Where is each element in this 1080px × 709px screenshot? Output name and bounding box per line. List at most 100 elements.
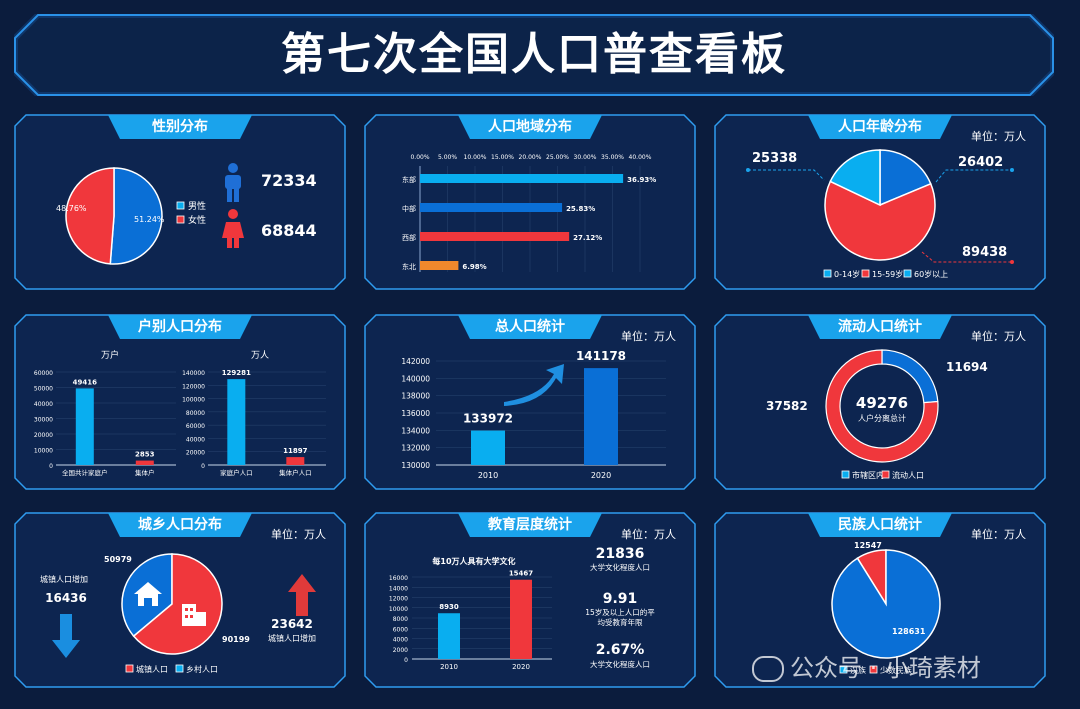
floating-center-value: 49276 <box>856 394 908 412</box>
region-value-label: 6.98% <box>462 263 486 271</box>
male-legend-swatch <box>176 201 185 210</box>
household-tick-label: 60000 <box>34 370 53 377</box>
household-tick-label: 10000 <box>34 448 53 455</box>
region-chart: 0.00% 5.00% 10.00% 15.00% 20.00% 25.00% 30.00%… <box>402 154 656 272</box>
region-value-label: 25.83% <box>566 205 595 213</box>
education-tick-label: 2000 <box>393 647 408 654</box>
left-change-label: 城镇人口增加 <box>40 574 88 584</box>
region-value-label: 27.12% <box>573 234 602 242</box>
education-tick-label: 10000 <box>389 606 408 613</box>
household-panel: 户别人口分布 万户 60000 50000 40000 30000 20000 10000 0… <box>14 314 346 490</box>
household-tick-label: 50000 <box>34 386 53 393</box>
urban-value: 90199 <box>222 635 250 644</box>
minority-value: 12547 <box>854 541 882 550</box>
household-category-label: 全国共计家庭户 <box>62 468 108 477</box>
education-stat-label: 均受教育年限 <box>598 617 643 627</box>
floating-title: 流动人口统计 <box>808 315 952 339</box>
household-bar <box>227 379 246 465</box>
household-tick-label: 30000 <box>34 417 53 424</box>
region-category-label: 东部 <box>402 175 416 184</box>
household-tick-label: 60000 <box>186 423 205 430</box>
urban-panel: 城乡人口分布 单位：万人 50979 90199 城镇人口增加 16436 23642 城… <box>14 512 346 688</box>
urban-legend-label: 乡村人口 <box>186 664 218 674</box>
header-frame <box>14 14 1054 96</box>
age-legend-label: 0-14岁 <box>834 269 860 279</box>
region-tick-label: 25.00% <box>546 154 569 161</box>
education-tick-label: 14000 <box>389 585 408 592</box>
region-category-label: 中部 <box>402 204 416 213</box>
page-title: 第七次全国人口普查看板 <box>281 29 787 80</box>
total-tick-label: 136000 <box>401 409 430 418</box>
dashboard-header: 第七次全国人口普查看板 <box>14 14 1054 96</box>
female-slice <box>65 167 115 265</box>
age-legend-label: 60岁以上 <box>914 269 948 279</box>
education-stat-value: 21836 <box>596 546 645 562</box>
age-legend-swatch <box>823 269 832 278</box>
ethnic-unit: 单位：万人 <box>971 528 1026 541</box>
age-legend-swatch <box>861 269 870 278</box>
household-category-label: 集体户 <box>135 468 155 477</box>
household-unit-label: 万人 <box>251 350 269 361</box>
region-tick-label: 0.00% <box>410 154 429 161</box>
household-category-label: 集体户人口 <box>279 468 312 477</box>
education-stat-value: 9.91 <box>603 591 638 607</box>
household-value-label: 129281 <box>222 369 251 377</box>
male-percent-label: 51.24% <box>134 215 165 224</box>
ethnic-chart: 128631 12547 汉族 少数民族 <box>831 541 941 675</box>
household-bar <box>135 460 154 465</box>
total-title: 总人口统计 <box>458 315 602 339</box>
total-tick-label: 132000 <box>401 444 430 453</box>
household-title: 户别人口分布 <box>108 315 252 339</box>
ethnic-legend-swatch <box>839 665 848 674</box>
household-tick-label: 40000 <box>186 436 205 443</box>
education-unit: 单位：万人 <box>621 528 676 541</box>
education-stat-label: 大学文化程度人口 <box>590 562 650 572</box>
urban-legend-swatch <box>175 664 184 673</box>
household-unit-label: 万户 <box>101 349 119 361</box>
household-tick-label: 20000 <box>34 432 53 439</box>
total-tick-label: 142000 <box>401 357 430 366</box>
household-value-label: 11897 <box>283 447 307 455</box>
age-legend-label: 15-59岁 <box>872 269 903 279</box>
age-leader-dot <box>1010 168 1014 172</box>
region-tick-label: 30.00% <box>574 154 597 161</box>
age-leader-line <box>921 251 1012 263</box>
total-tick-label: 130000 <box>401 461 430 470</box>
region-value-label: 36.93% <box>627 176 656 184</box>
female-value: 68844 <box>261 221 317 240</box>
age-unit: 单位：万人 <box>971 130 1026 143</box>
urban-legend-label: 城镇人口 <box>136 664 168 674</box>
household-bar <box>75 388 94 465</box>
education-tick-label: 8000 <box>393 616 408 623</box>
region-tick-label: 20.00% <box>519 154 542 161</box>
male-person-icon <box>225 163 241 202</box>
age-leader-line <box>935 169 1012 183</box>
household-value-label: 49416 <box>73 378 97 386</box>
building-icon <box>182 604 206 626</box>
age-leader-dot <box>746 168 750 172</box>
age-chart: 25338 26402 89438 0-14岁 15-59岁 60岁以上 <box>746 149 1014 279</box>
wechat-icon <box>752 656 784 682</box>
education-tick-label: 12000 <box>389 596 408 603</box>
ethnic-legend-label: 汉族 <box>850 665 866 675</box>
right-change-value: 23642 <box>271 617 313 631</box>
ethnic-legend-swatch <box>869 665 878 674</box>
floating-legend-swatch <box>881 470 890 479</box>
education-panel: 教育层度统计 单位：万人 每10万人具有大学文化 16000 14000 12000 1… <box>364 512 696 688</box>
total-value-label: 141178 <box>576 349 626 363</box>
total-chart: 142000 140000 138000 136000 134000 132000 1300… <box>401 349 666 480</box>
total-value-label: 133972 <box>463 412 513 426</box>
education-stat-label: 15岁及以上人口的平 <box>585 607 655 617</box>
male-legend-label: 男性 <box>188 200 206 212</box>
education-tick-label: 6000 <box>393 626 408 633</box>
age-legend-swatch <box>903 269 912 278</box>
total-category-label: 2010 <box>478 471 498 480</box>
total-unit: 单位：万人 <box>621 330 676 343</box>
region-panel: 人口地域分布 0.00% 5.00% 10.00% 15.00% 20.00% 25.00… <box>364 114 696 290</box>
gender-title: 性别分布 <box>108 115 252 139</box>
region-bar <box>420 261 459 270</box>
education-value-label: 8930 <box>439 603 459 611</box>
male-slice <box>109 167 163 265</box>
female-legend-swatch <box>176 215 185 224</box>
